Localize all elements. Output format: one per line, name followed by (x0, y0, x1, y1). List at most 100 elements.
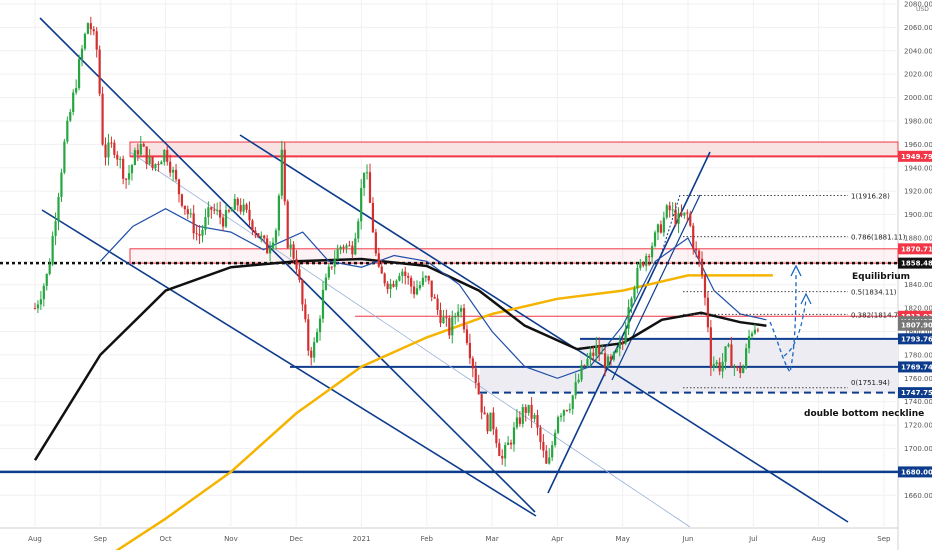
candle-body (145, 146, 148, 165)
candle-body (512, 427, 516, 445)
candle-body (92, 29, 95, 32)
candle-body (433, 297, 436, 299)
candle-body (621, 342, 624, 344)
candle-body (753, 329, 757, 334)
candle-body (477, 382, 480, 395)
candle-body (307, 319, 310, 351)
moving-average-2 (33, 257, 767, 461)
candle-body (498, 443, 501, 456)
candle-body (404, 271, 407, 277)
candle-body (421, 277, 424, 286)
candle-body (545, 450, 548, 464)
bullish-projection-path (769, 271, 797, 374)
candle-body (436, 298, 439, 310)
candle-body (101, 93, 104, 145)
candle-body (489, 412, 492, 432)
candle-body (36, 304, 40, 309)
candle-body (598, 345, 601, 355)
candle-body (139, 144, 142, 155)
candle-body (342, 246, 345, 248)
y-tick-label: 1720.00 (904, 422, 932, 430)
candle-body (486, 414, 489, 432)
candle-body (348, 245, 351, 247)
candle-body (195, 233, 198, 235)
candle-body (177, 179, 181, 195)
candle-body (565, 410, 568, 412)
candle-body (454, 316, 457, 318)
candle-body (368, 172, 372, 203)
y-tick-label: 1900.00 (904, 211, 932, 219)
y-tick-label: 2080.00 (904, 1, 932, 9)
candle-body (304, 304, 307, 320)
candle-body (216, 209, 219, 211)
candle-body (715, 362, 718, 365)
candle-body (648, 256, 651, 258)
candle-body (263, 235, 266, 239)
candle-body (136, 150, 139, 155)
x-tick-label: 2021 (353, 535, 371, 543)
candle-body (295, 258, 298, 270)
candle-body (251, 220, 254, 231)
candle-body (116, 154, 119, 160)
candle-body (671, 209, 674, 211)
candle-body (227, 210, 231, 212)
candle-body (480, 394, 483, 413)
fib-level-label: 0.382(1814.72) (851, 311, 906, 319)
price-tag-label: 1807.90 (901, 322, 932, 330)
candle-body (324, 277, 328, 290)
candle-body (201, 229, 204, 236)
candle-body (536, 415, 539, 428)
candle-body (186, 209, 189, 214)
candle-body (210, 207, 213, 210)
candle-body (586, 359, 589, 366)
candle-body (289, 244, 292, 248)
x-tick-label: Nov (224, 535, 238, 543)
candle-body (45, 273, 48, 286)
candle-body (686, 212, 689, 214)
y-tick-label: 1740.00 (904, 398, 932, 406)
fib-level-label: 0(1751.94) (851, 379, 890, 387)
candle-body (192, 213, 195, 234)
candle-body (257, 233, 260, 238)
candle-body (83, 33, 87, 49)
axis-unit-label: USD (916, 6, 929, 13)
candle-body (239, 205, 242, 212)
candle-body (457, 311, 460, 317)
candle-body (606, 356, 610, 368)
price-tag-label: 1949.79 (901, 153, 932, 161)
candle-body (183, 205, 186, 210)
candle-body (386, 283, 389, 290)
candle-body (63, 141, 66, 173)
candle-body (198, 234, 201, 236)
candle-body (624, 328, 627, 344)
candle-body (98, 49, 101, 94)
candle-body (612, 352, 615, 360)
candle-body (75, 88, 78, 93)
candle-body (321, 289, 325, 319)
candle-body (127, 173, 131, 180)
candle-body (727, 344, 730, 347)
candle-body (601, 353, 604, 355)
demand-zone-lower (480, 366, 898, 393)
x-tick-label: Oct (160, 535, 172, 543)
candle-body (721, 361, 724, 372)
price-tag-box (898, 361, 932, 373)
price-tag-label: 1793.76 (901, 335, 932, 343)
candle-body (492, 412, 495, 430)
candle-body (668, 205, 671, 211)
fib-retracement-link (659, 194, 681, 259)
candle-body (730, 344, 733, 368)
candle-body (662, 217, 665, 233)
candle-body (51, 236, 54, 265)
candle-body (104, 144, 107, 158)
candle-body (410, 277, 413, 287)
y-tick-label: 1700.00 (904, 445, 932, 453)
candle-body (236, 198, 239, 206)
candle-body (154, 164, 157, 168)
candle-body (248, 209, 251, 221)
candle-body (462, 308, 466, 330)
candle-body (698, 250, 701, 259)
candle-body (736, 366, 739, 368)
candle-body (401, 271, 404, 276)
candle-body (521, 407, 524, 424)
